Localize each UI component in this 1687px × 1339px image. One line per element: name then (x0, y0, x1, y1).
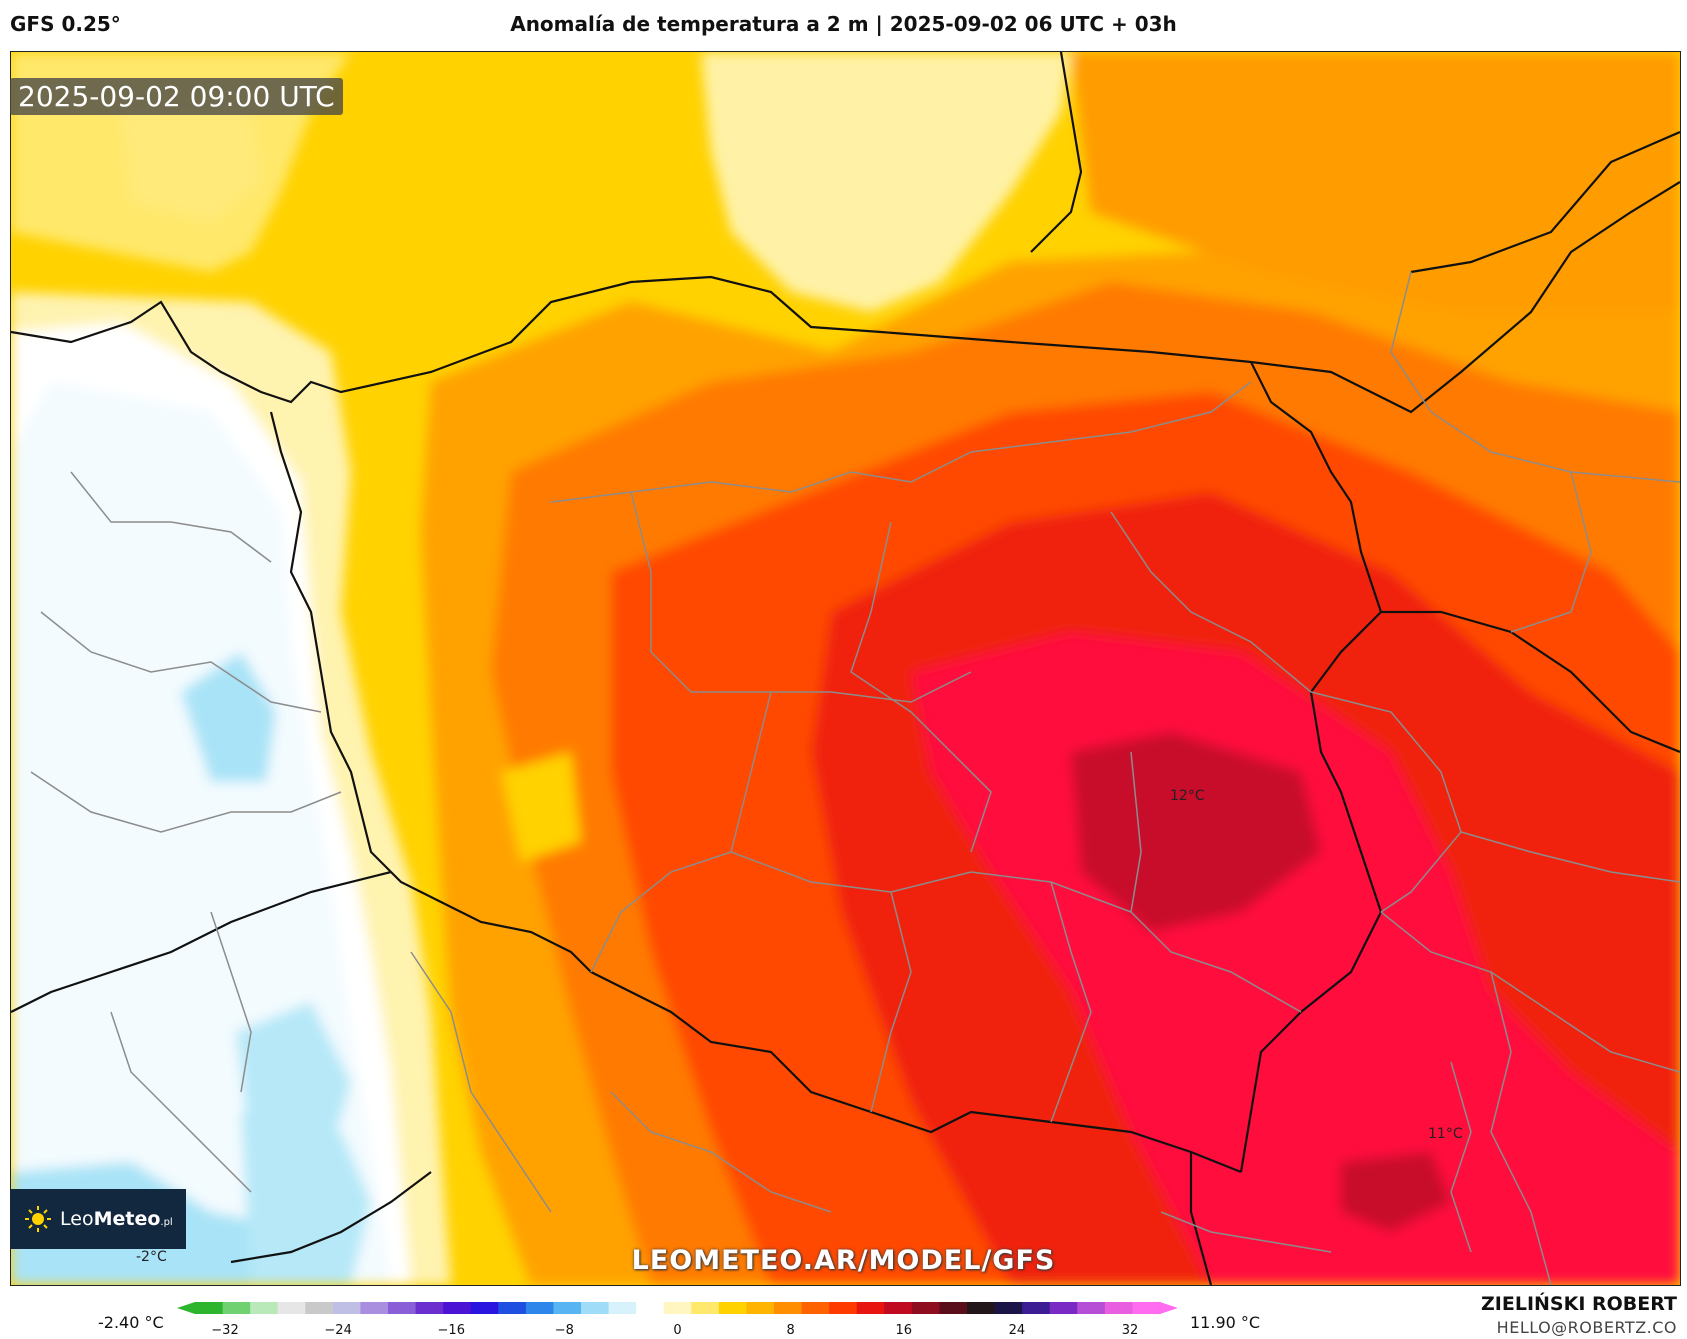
colorbar-max-value: 11.90 °C (1190, 1313, 1261, 1332)
colorbar-segment (1022, 1302, 1051, 1314)
colorbar: -2.40 °C 11.90 °C −32 −24 −16 −8 0 8 16 24 32 (0, 1296, 1687, 1339)
colorbar-segment (525, 1302, 555, 1314)
colorbar-segment (250, 1302, 279, 1314)
colorbar-left-arrow (177, 1302, 195, 1314)
colorbar-tick-label: −24 (324, 1323, 352, 1338)
colorbar-segment (470, 1302, 499, 1314)
colorbar-segment (939, 1302, 968, 1314)
colorbar-segment (498, 1302, 527, 1314)
colorbar-segment (884, 1302, 913, 1314)
author-email: HELLO@ROBERTZ.CO (1496, 1318, 1677, 1337)
colorbar-segment (1049, 1302, 1078, 1314)
colorbar-segment (195, 1302, 224, 1314)
author-credit: ZIELIŃSKI ROBERT (1481, 1293, 1677, 1315)
colorbar-segment (967, 1302, 996, 1314)
colorbar-segment (608, 1302, 637, 1314)
logo-wordmark: LeoMeteo.pl (60, 1208, 173, 1230)
colorbar-segment (746, 1302, 775, 1314)
colorbar-segment (332, 1302, 362, 1314)
source-watermark: LEOMETEO.AR/MODEL/GFS (631, 1245, 1056, 1276)
colorbar-segment (360, 1302, 389, 1314)
anomaly-map (10, 51, 1681, 1286)
colorbar-tick-label: −32 (211, 1323, 239, 1338)
min-anomaly-label: -2°C (136, 1249, 167, 1265)
colorbar-tick-label: 24 (1008, 1323, 1026, 1338)
colorbar-segment (911, 1302, 941, 1314)
colorbar-segment (1077, 1302, 1106, 1314)
valid-time-label: 2025-09-02 09:00 UTC (10, 78, 343, 115)
colorbar-tick-label: 16 (895, 1323, 913, 1338)
colorbar-segment (1132, 1302, 1161, 1314)
colorbar-segment (801, 1302, 830, 1314)
map-title: Anomalía de temperatura a 2 m | 2025-09-… (510, 12, 1177, 36)
colorbar-tick-label: 32 (1121, 1323, 1139, 1338)
colorbar-tick-label: 0 (673, 1323, 682, 1338)
colorbar-segment (1104, 1302, 1134, 1314)
colorbar-tick-label: −16 (437, 1323, 465, 1338)
temperature-field (11, 52, 1680, 1285)
colorbar-segment (829, 1302, 858, 1314)
max-anomaly-label: 12°C (1170, 788, 1205, 804)
colorbar-tick-label: −8 (554, 1323, 574, 1338)
colorbar-segment (774, 1302, 803, 1314)
colorbar-segment (415, 1302, 444, 1314)
colorbar-segment (636, 1302, 665, 1314)
colorbar-tick-label: 8 (786, 1323, 795, 1338)
sun-icon (25, 1206, 51, 1232)
colorbar-min-value: -2.40 °C (98, 1313, 164, 1332)
colorbar-segment (305, 1302, 334, 1314)
region-borders (30, 271, 1680, 1285)
colorbar-segment (994, 1302, 1023, 1314)
colorbar-segment (581, 1302, 610, 1314)
colorbar-gradient (177, 1302, 1178, 1314)
colorbar-segment (718, 1302, 748, 1314)
colorbar-segment (443, 1302, 472, 1314)
colorbar-segment (277, 1302, 306, 1314)
colorbar-segment (691, 1302, 720, 1314)
colorbar-segment (663, 1302, 692, 1314)
colorbar-segment (388, 1302, 417, 1314)
secondary-max-label: 11°C (1428, 1126, 1463, 1142)
colorbar-segment (553, 1302, 582, 1314)
colorbar-right-arrow (1160, 1302, 1178, 1314)
colorbar-segment (222, 1302, 251, 1314)
model-name: GFS 0.25° (10, 12, 121, 36)
colorbar-segment (856, 1302, 885, 1314)
leometeo-logo: LeoMeteo.pl (10, 1189, 186, 1249)
